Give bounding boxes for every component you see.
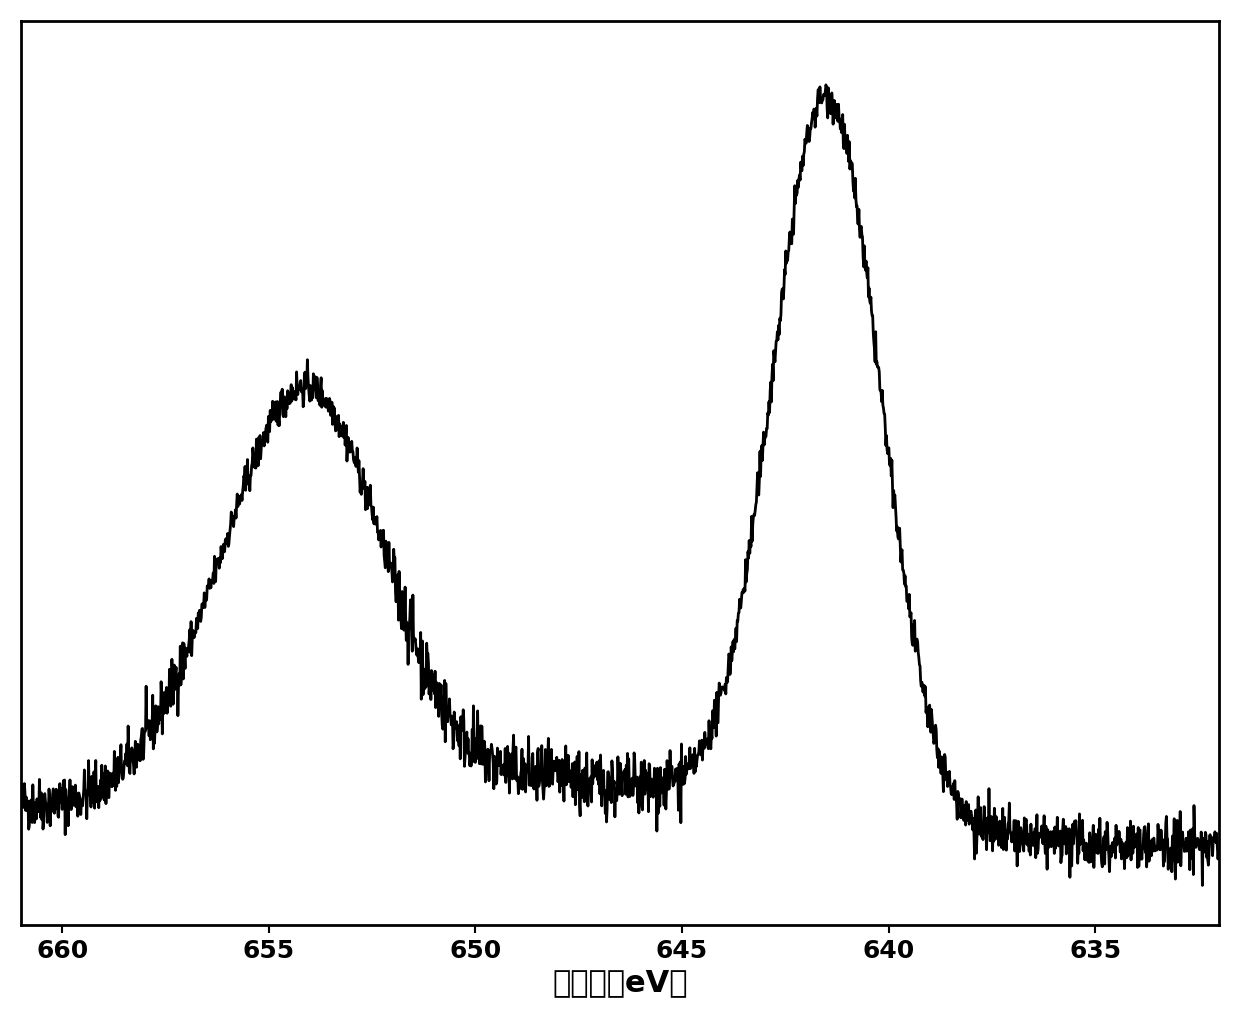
X-axis label: 结合能（eV）: 结合能（eV） [552,968,688,998]
